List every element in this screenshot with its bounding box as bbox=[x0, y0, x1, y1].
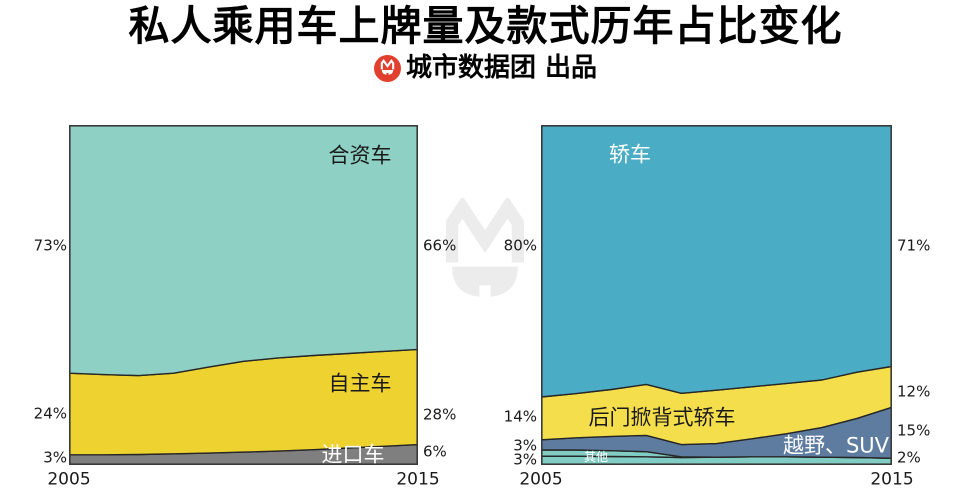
axis-tick-label: 2005 bbox=[47, 469, 91, 490]
axis-tick-label: 2015 bbox=[396, 469, 440, 490]
value-label: 28% bbox=[423, 405, 457, 424]
page-title: 私人乘用车上牌量及款式历年占比变化 bbox=[128, 2, 843, 50]
value-label: 15% bbox=[897, 421, 931, 440]
area-合资车 bbox=[69, 125, 418, 377]
brand-watermark-icon bbox=[438, 198, 532, 302]
value-label: 71% bbox=[897, 236, 931, 255]
value-label: 2% bbox=[897, 448, 921, 467]
chart-vehicle-origin-share bbox=[69, 125, 418, 465]
axis-tick-label: 2015 bbox=[870, 469, 914, 490]
byline-text: 城市数据团 出品 bbox=[405, 53, 598, 83]
value-label: 12% bbox=[897, 382, 931, 401]
value-label: 3% bbox=[513, 436, 537, 455]
axis-tick-label: 2005 bbox=[519, 469, 563, 490]
value-label: 14% bbox=[503, 407, 537, 426]
plot-border bbox=[69, 125, 418, 465]
brand-logo-icon bbox=[373, 54, 401, 82]
value-label: 3% bbox=[513, 450, 537, 469]
byline: 城市数据团 出品 bbox=[0, 53, 971, 83]
chart-vehicle-style-share bbox=[541, 125, 892, 465]
value-label: 73% bbox=[33, 236, 67, 255]
value-label: 24% bbox=[33, 404, 67, 423]
value-label: 3% bbox=[43, 448, 67, 467]
plot-border bbox=[541, 125, 892, 465]
area-轿车 bbox=[541, 125, 892, 398]
value-label: 6% bbox=[423, 442, 447, 461]
